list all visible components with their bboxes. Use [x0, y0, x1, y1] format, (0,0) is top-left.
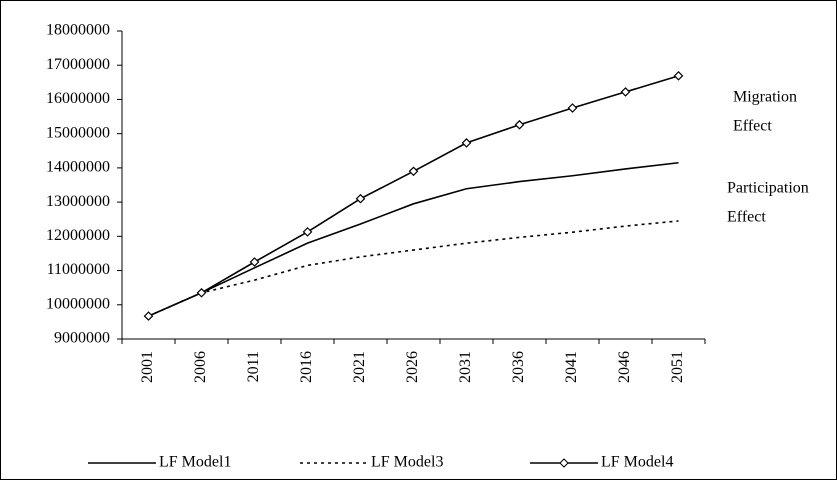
y-tick-label: 18000000	[46, 22, 110, 39]
series-line	[148, 220, 679, 317]
annotation: Effect	[727, 209, 766, 226]
x-tick-label: 2041	[563, 351, 580, 383]
x-tick-label: 2011	[245, 351, 262, 382]
point-marker	[461, 138, 472, 148]
x-tick-label: 2021	[351, 351, 368, 383]
y-tick-label: 14000000	[46, 159, 110, 176]
y-tick-label: 12000000	[46, 227, 110, 244]
y-tick-label: 13000000	[46, 193, 110, 210]
x-tick-label: 2016	[298, 351, 315, 383]
x-tick-label: 2036	[510, 351, 527, 383]
point-marker	[249, 257, 260, 267]
x-tick-label: 2001	[139, 351, 156, 383]
point-marker	[143, 311, 154, 321]
point-marker	[673, 70, 684, 81]
annotation: Effect	[733, 118, 772, 135]
point-marker	[620, 87, 631, 97]
legend-label: LF Model4	[601, 454, 673, 471]
point-marker	[302, 227, 313, 237]
y-tick-label: 11000000	[47, 261, 110, 278]
series-line	[148, 161, 679, 317]
x-tick-label: 2046	[616, 351, 633, 383]
y-tick-label: 10000000	[46, 295, 110, 312]
x-tick-label: 2006	[192, 351, 209, 383]
x-tick-label: 2051	[669, 351, 686, 383]
x-tick-label: 2026	[404, 351, 421, 383]
y-tick-label: 9000000	[54, 330, 110, 347]
y-tick-label: 17000000	[46, 56, 110, 73]
y-tick-label: 15000000	[46, 124, 110, 141]
annotation: Migration	[733, 89, 797, 106]
point-marker	[567, 103, 578, 113]
point-marker	[408, 166, 419, 177]
annotation: Participation	[727, 180, 809, 197]
legend-label: LF Model1	[159, 454, 231, 471]
point-marker	[196, 287, 207, 298]
x-tick-label: 2031	[457, 351, 474, 383]
legend-marker	[559, 458, 569, 468]
legend-label: LF Model3	[371, 454, 443, 471]
y-tick-label: 16000000	[46, 90, 110, 107]
point-marker	[514, 119, 525, 130]
point-marker	[355, 193, 366, 204]
